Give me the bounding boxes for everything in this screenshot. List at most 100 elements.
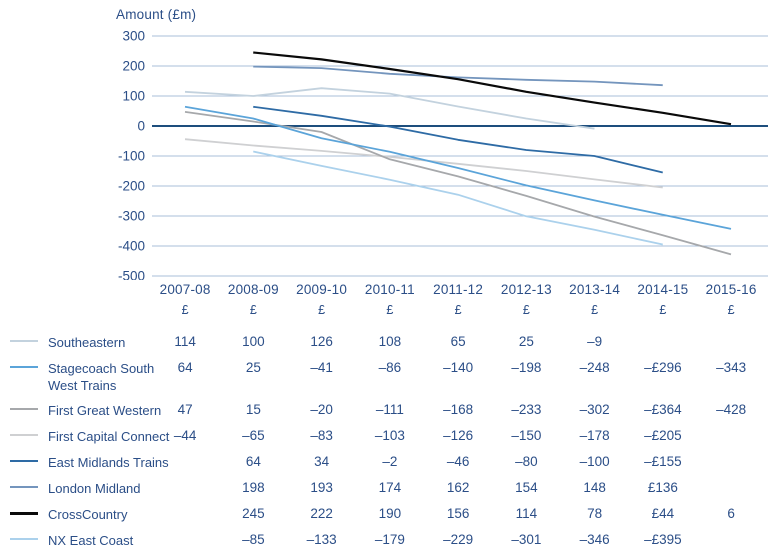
value-cell: –168 bbox=[443, 402, 474, 417]
legend-item-first-great-western: First Great Western bbox=[0, 394, 161, 420]
value-cell: £136 bbox=[647, 480, 678, 495]
value-cell: 148 bbox=[583, 480, 606, 495]
value-cell bbox=[697, 420, 765, 446]
currency-symbol: £ bbox=[522, 303, 530, 317]
value-cell: –2 bbox=[382, 454, 398, 469]
legend-line-swatch bbox=[10, 460, 38, 462]
value-cell: 25 bbox=[518, 334, 534, 349]
legend-line-swatch bbox=[10, 408, 38, 410]
value-cell bbox=[697, 446, 765, 472]
series-line-first-capital-connect bbox=[184, 138, 663, 189]
value-cell: –428 bbox=[716, 402, 747, 417]
currency-symbol: £ bbox=[386, 303, 394, 317]
y-tick-label: -400 bbox=[118, 239, 145, 254]
y-tick-label: -200 bbox=[118, 179, 145, 194]
series-line-southeastern bbox=[184, 87, 595, 130]
value-cell bbox=[697, 326, 765, 352]
y-tick-label: -300 bbox=[118, 209, 145, 224]
currency-symbol: £ bbox=[727, 303, 735, 317]
legend-line-swatch bbox=[10, 340, 38, 342]
series-line-east-midlands-trains bbox=[253, 105, 663, 174]
legend-item-stagecoach-south-west-trains: Stagecoach South West Trains bbox=[0, 352, 154, 394]
value-cell: –103 bbox=[374, 428, 405, 443]
series-name: NX East Coast bbox=[48, 533, 134, 548]
value-cell: –233 bbox=[511, 402, 542, 417]
legend-item-southeastern: Southeastern bbox=[0, 326, 151, 352]
value-cell: –£395 bbox=[644, 532, 682, 547]
currency-symbol: £ bbox=[318, 303, 326, 317]
value-cell: 193 bbox=[310, 480, 333, 495]
value-cell: 100 bbox=[242, 334, 265, 349]
year-header: 2012-13 bbox=[500, 282, 552, 297]
value-cell: –179 bbox=[374, 532, 405, 547]
value-cell: –65 bbox=[242, 428, 265, 443]
legend-line-swatch bbox=[10, 366, 38, 368]
value-cell: 154 bbox=[515, 480, 538, 495]
series-name: Southeastern bbox=[48, 335, 126, 350]
year-header: 2008-09 bbox=[227, 282, 279, 297]
value-cell: 174 bbox=[378, 480, 402, 495]
value-cell: 78 bbox=[587, 506, 603, 521]
series-line-london-midland bbox=[253, 65, 663, 87]
series-line-nx-east-coast bbox=[253, 150, 663, 246]
legend-line-swatch bbox=[10, 434, 38, 436]
value-cell: –178 bbox=[579, 428, 610, 443]
value-cell: 6 bbox=[727, 506, 735, 521]
value-cell: –140 bbox=[443, 360, 474, 375]
y-tick-label: 0 bbox=[137, 119, 145, 134]
value-cell: –44 bbox=[173, 428, 197, 443]
currency-symbol: £ bbox=[181, 303, 189, 317]
legend-line-swatch bbox=[10, 538, 38, 540]
legend-item-crosscountry: CrossCountry bbox=[0, 498, 151, 524]
value-cell: 108 bbox=[378, 334, 402, 349]
value-cell bbox=[151, 472, 219, 498]
year-header: 2015-16 bbox=[705, 282, 757, 297]
series-line-stagecoach-south-west-trains bbox=[184, 105, 732, 230]
value-cell: –83 bbox=[310, 428, 333, 443]
value-cell: £44 bbox=[651, 506, 675, 521]
value-cell: 114 bbox=[174, 334, 196, 349]
series-name: First Capital Connect bbox=[48, 429, 170, 444]
legend-data-table: 2007-08 2008-09 2009-10 2010-11 2011-12 2012-… bbox=[0, 280, 770, 548]
year-header: 2014-15 bbox=[637, 282, 689, 297]
value-cell: 47 bbox=[177, 402, 193, 417]
y-tick-label: 100 bbox=[122, 89, 145, 104]
value-cell: –46 bbox=[446, 454, 470, 469]
value-cell: –301 bbox=[511, 532, 542, 547]
value-cell: 198 bbox=[242, 480, 265, 495]
value-cell bbox=[697, 524, 765, 548]
legend-item-nx-east-coast: NX East Coast bbox=[0, 524, 151, 548]
series-line-first-great-western bbox=[184, 111, 732, 256]
year-header: 2013-14 bbox=[569, 282, 621, 297]
series-name: London Midland bbox=[48, 481, 141, 496]
value-cell: –86 bbox=[378, 360, 402, 375]
value-cell bbox=[151, 524, 219, 548]
value-cell: 65 bbox=[450, 334, 466, 349]
value-cell: –111 bbox=[375, 402, 404, 417]
y-tick-label: 200 bbox=[122, 59, 145, 74]
value-cell: –£296 bbox=[644, 360, 682, 375]
value-cell: –80 bbox=[515, 454, 538, 469]
series-name: CrossCountry bbox=[48, 507, 128, 522]
value-cell: –41 bbox=[310, 360, 333, 375]
corner-spacer bbox=[0, 280, 151, 302]
legend-item-east-midlands-trains: East Midlands Trains bbox=[0, 446, 169, 472]
currency-symbol: £ bbox=[249, 303, 257, 317]
value-cell: –302 bbox=[579, 402, 610, 417]
value-cell: 64 bbox=[245, 454, 261, 469]
value-cell: –£205 bbox=[644, 428, 682, 443]
y-tick-label: -500 bbox=[118, 269, 145, 281]
value-cell: 15 bbox=[245, 402, 261, 417]
corner-spacer bbox=[0, 302, 151, 326]
value-cell bbox=[629, 326, 697, 352]
currency-symbol: £ bbox=[591, 303, 599, 317]
y-axis-title: Amount (£m) bbox=[116, 7, 197, 22]
year-header: 2010-11 bbox=[364, 282, 415, 297]
year-header: 2011-12 bbox=[433, 282, 484, 297]
value-cell: –85 bbox=[242, 532, 265, 547]
legend-item-london-midland: London Midland bbox=[0, 472, 151, 498]
value-cell: 190 bbox=[378, 506, 402, 521]
value-cell bbox=[151, 498, 219, 524]
value-cell: –150 bbox=[511, 428, 542, 443]
